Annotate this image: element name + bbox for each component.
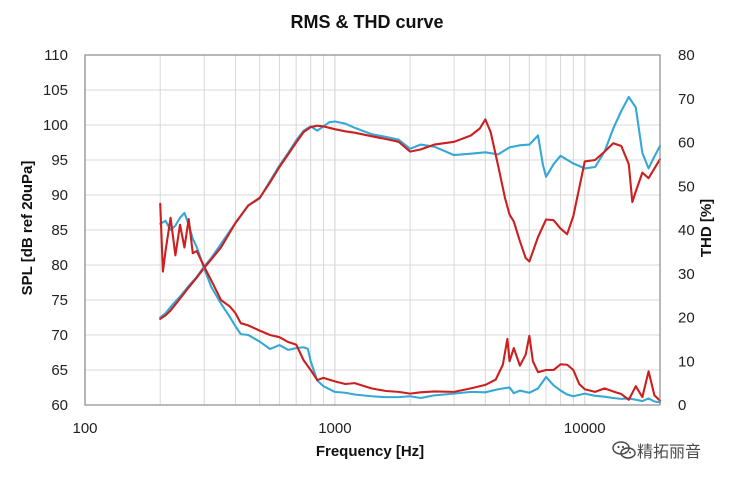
x-tick-label: 1000 bbox=[318, 420, 351, 437]
watermark-text: 精拓丽音 bbox=[637, 443, 701, 461]
left-y-tick-label: 70 bbox=[51, 327, 68, 344]
rms-series-line bbox=[159, 118, 662, 320]
thd-series-line bbox=[159, 211, 662, 404]
left-y-tick-label: 105 bbox=[43, 82, 68, 99]
frame-layer bbox=[84, 54, 661, 406]
right-y-axis-label: THD [%] bbox=[698, 199, 715, 257]
left-y-tick-label: 85 bbox=[51, 222, 68, 239]
right-y-tick-label: 50 bbox=[678, 178, 695, 195]
right-y-tick-label: 40 bbox=[678, 222, 695, 239]
left-y-tick-label: 80 bbox=[51, 257, 68, 274]
chart-title: RMS & THD curve bbox=[290, 12, 443, 32]
x-tick-label: 100 bbox=[72, 420, 97, 437]
ticks-layer: 100 1000 10000 60 65 70 75 80 85 90 95 100 105 110 0 10… bbox=[43, 47, 695, 437]
right-y-tick-label: 60 bbox=[678, 135, 695, 152]
right-y-tick-label: 30 bbox=[678, 266, 695, 283]
wechat-icon bbox=[612, 441, 636, 459]
series-layer bbox=[159, 95, 662, 404]
right-y-tick-label: 0 bbox=[678, 397, 686, 414]
right-y-tick-label: 70 bbox=[678, 91, 695, 108]
left-y-tick-label: 90 bbox=[51, 187, 68, 204]
watermark: 精拓丽音 bbox=[612, 441, 701, 461]
left-y-tick-label: 75 bbox=[51, 292, 68, 309]
left-y-tick-label: 60 bbox=[51, 397, 68, 414]
thd-series-line bbox=[159, 202, 662, 402]
plot-frame bbox=[84, 54, 661, 406]
left-y-tick-label: 95 bbox=[51, 152, 68, 169]
left-y-axis-label: SPL [dB ref 20uPa] bbox=[19, 161, 36, 296]
left-y-tick-label: 110 bbox=[44, 47, 68, 64]
right-y-tick-label: 80 bbox=[678, 47, 695, 64]
left-y-tick-label: 65 bbox=[51, 362, 68, 379]
right-y-tick-label: 10 bbox=[678, 353, 695, 370]
x-tick-label: 10000 bbox=[564, 420, 606, 437]
x-axis-label: Frequency [Hz] bbox=[316, 443, 424, 460]
right-y-tick-label: 20 bbox=[678, 310, 695, 327]
left-y-tick-label: 100 bbox=[43, 117, 68, 134]
